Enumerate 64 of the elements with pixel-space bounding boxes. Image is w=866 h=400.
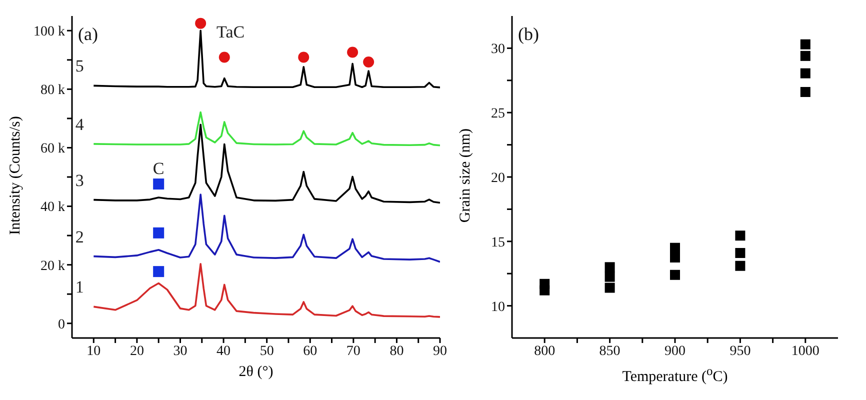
line-series [92, 194, 440, 263]
x-tick-label: 30 [173, 344, 188, 359]
x-tick-label: 60 [303, 344, 318, 359]
y-tick-label: 100 k [34, 24, 65, 40]
y-axis-title: Intensity (Counts/s) [8, 115, 24, 237]
y-tick-label: 10 [491, 300, 505, 315]
point [195, 18, 206, 29]
line-series [92, 111, 440, 146]
x-tick-label: 900 [664, 344, 686, 359]
line-series [92, 124, 440, 204]
point [800, 39, 810, 50]
x-tick-label: 950 [730, 344, 751, 359]
x-tick-label: 90 [433, 344, 447, 359]
point [153, 227, 164, 238]
x-tick-label: 850 [599, 344, 620, 359]
y-tick-label: 30 [491, 42, 505, 58]
x-axis-title: 2θ (°) [238, 364, 274, 381]
x-tick-label: 10 [86, 344, 101, 359]
point [540, 278, 550, 289]
x-tick-label: 1000 [791, 344, 820, 359]
x-tick-label: 50 [260, 344, 274, 359]
y-axis-title: Grain size (nm) [458, 127, 474, 225]
y-tick-label: 15 [491, 235, 505, 250]
point [800, 86, 810, 97]
x-tick-label: 70 [346, 344, 360, 359]
x-tick-label: 800 [534, 344, 556, 359]
point [670, 242, 680, 253]
line-series [92, 263, 440, 318]
point [604, 282, 615, 293]
series-label: 5 [75, 56, 84, 76]
point [800, 50, 810, 61]
annotation: (b) [518, 24, 539, 45]
point [735, 230, 746, 241]
series-label: 3 [75, 170, 84, 190]
point [363, 56, 374, 68]
x-axis-title: Temperature ($^{o}$C) [621, 364, 729, 386]
point [735, 248, 746, 258]
x-tick-label: 80 [390, 344, 404, 359]
point [670, 252, 680, 262]
series-label: 2 [75, 227, 84, 246]
series-label: TaC [216, 22, 245, 42]
annotation: (a) [78, 24, 98, 45]
x-tick-label: 20 [130, 344, 144, 359]
point [153, 178, 164, 190]
series-label: C [152, 159, 164, 178]
y-tick-label: 20 k [40, 258, 65, 274]
y-tick-label: 0 [58, 317, 65, 332]
y-tick-label: 40 k [40, 200, 65, 216]
point [218, 52, 230, 63]
point [604, 272, 615, 282]
point [604, 262, 615, 272]
point [670, 270, 680, 280]
y-tick-label: 25 [491, 106, 505, 122]
series-label: 4 [75, 114, 84, 134]
series-label: 1 [75, 278, 84, 297]
point [735, 260, 746, 271]
point [153, 266, 164, 278]
point [298, 52, 310, 63]
x-tick-label: 40 [216, 344, 231, 359]
point [800, 68, 810, 78]
point [347, 46, 358, 58]
y-tick-label: 20 [491, 170, 505, 186]
y-tick-label: 60 k [40, 142, 65, 157]
y-tick-label: 80 k [40, 83, 65, 98]
